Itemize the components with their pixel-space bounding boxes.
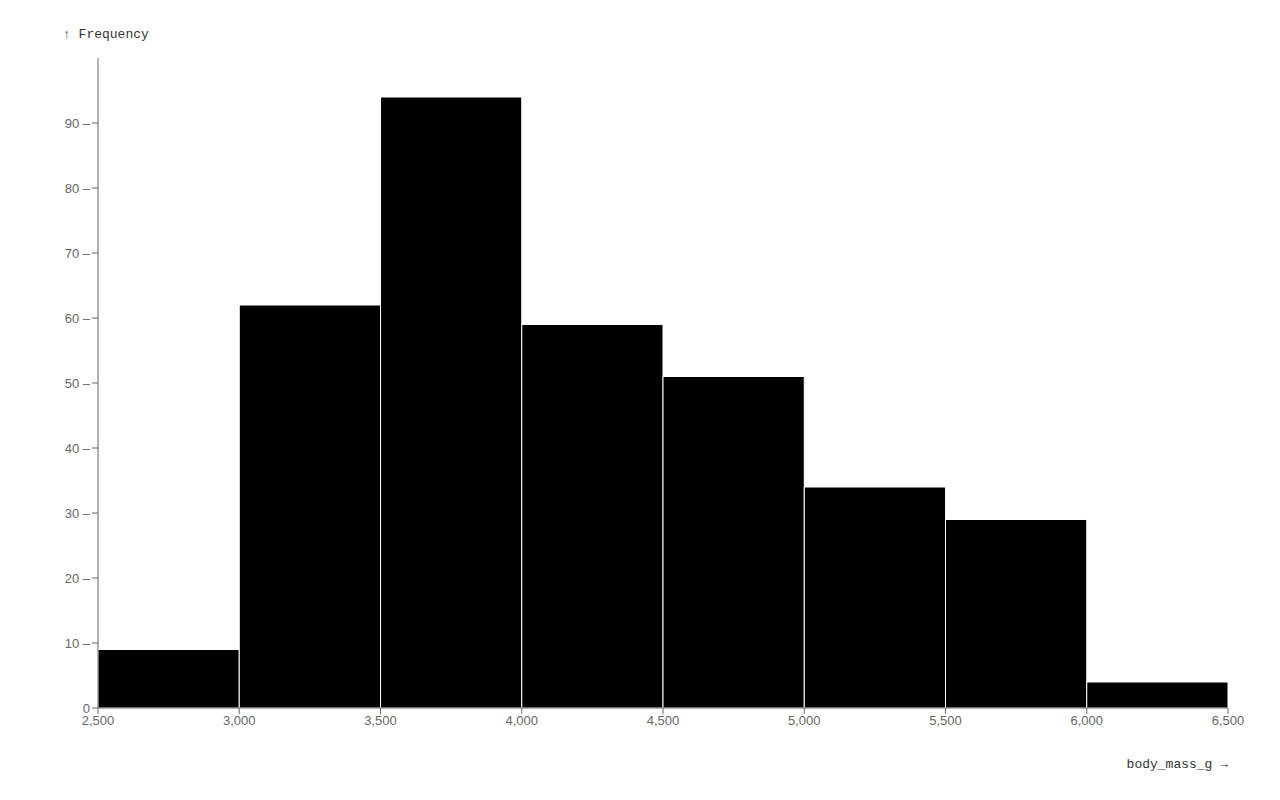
svg-text:3,000: 3,000: [223, 713, 256, 728]
svg-text:40 –: 40 –: [65, 441, 91, 456]
svg-text:3,500: 3,500: [364, 713, 397, 728]
svg-text:60 –: 60 –: [65, 311, 91, 326]
svg-text:2,500: 2,500: [81, 713, 115, 729]
svg-text:50 –: 50 –: [65, 376, 91, 391]
svg-text:6,000: 6,000: [1070, 713, 1103, 728]
svg-text:30 –: 30 –: [65, 506, 91, 521]
svg-text:5,500: 5,500: [929, 713, 962, 728]
svg-text:20 –: 20 –: [65, 571, 91, 586]
svg-text:0: 0: [83, 701, 90, 716]
svg-text:70 –: 70 –: [65, 246, 91, 261]
svg-text:↑ Frequency: ↑ Frequency: [63, 27, 149, 42]
svg-text:4,000: 4,000: [505, 713, 538, 728]
svg-text:10 –: 10 –: [65, 636, 91, 651]
svg-text:6,500: 6,500: [1212, 713, 1245, 728]
svg-text:5,000: 5,000: [788, 713, 821, 728]
svg-text:90 –: 90 –: [65, 116, 91, 131]
svg-text:body_mass_g →: body_mass_g →: [1127, 757, 1229, 772]
svg-text:4,500: 4,500: [647, 713, 680, 728]
svg-text:80 –: 80 –: [65, 181, 91, 196]
